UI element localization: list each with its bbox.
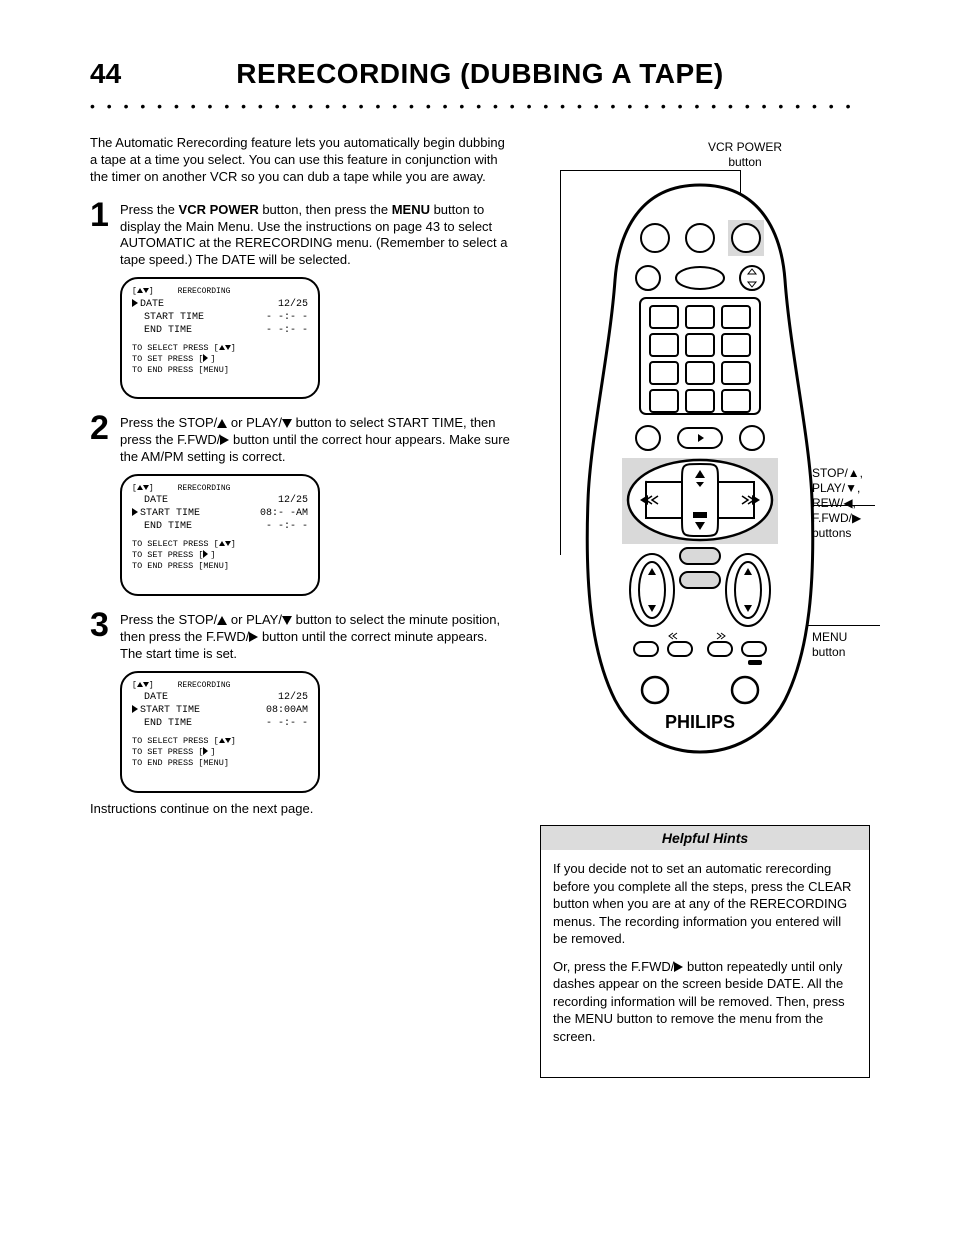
helpful-hints-body: If you decide not to set an automatic re… <box>541 850 869 1077</box>
tv-screen: [] RERECORDING DATE12/25START TIME08:00A… <box>120 671 320 793</box>
callout-menu-button: MENUbutton <box>812 630 882 660</box>
tv-screen: [] RERECORDINGDATE12/25 START TIME- -:- … <box>120 277 320 399</box>
instruction-step: 1Press the VCR POWER button, then press … <box>90 196 510 400</box>
remote-illustration: PHILIPS VCR POWERbutton STOP/▲,PLAY/▼,RE… <box>540 170 880 780</box>
remote-logo: PHILIPS <box>665 712 735 732</box>
instruction-step: 3Press the STOP/ or PLAY/ button to sele… <box>90 606 510 793</box>
helpful-hints-title: Helpful Hints <box>541 826 869 850</box>
step-number: 2 <box>90 409 120 466</box>
callout-direction-buttons: STOP/▲,PLAY/▼,REW/◀,F.FWD/▶buttons <box>812 466 892 541</box>
left-column: The Automatic Rerecording feature lets y… <box>90 135 510 816</box>
divider-dots: • • • • • • • • • • • • • • • • • • • • … <box>90 98 860 114</box>
hint-paragraph: Or, press the F.FWD/ button repeatedly u… <box>553 958 857 1046</box>
helpful-hints-box: Helpful Hints If you decide not to set a… <box>540 825 870 1078</box>
continued-note: Instructions continue on the next page. <box>90 801 510 816</box>
step-number: 3 <box>90 606 120 663</box>
section-title: RERECORDING (DUBBING A TAPE) <box>160 58 800 90</box>
page-number: 44 <box>90 58 121 90</box>
remote-svg: PHILIPS <box>560 180 840 760</box>
triangle-right-icon <box>674 962 683 972</box>
step-number: 1 <box>90 196 120 270</box>
step-text: Press the VCR POWER button, then press t… <box>120 196 510 270</box>
instruction-step: 2Press the STOP/ or PLAY/ button to sele… <box>90 409 510 596</box>
steps-list: 1Press the VCR POWER button, then press … <box>90 196 510 793</box>
step-text: Press the STOP/ or PLAY/ button to selec… <box>120 409 510 466</box>
leader-line <box>560 170 740 171</box>
tv-screen: [] RERECORDING DATE12/25START TIME08:- -… <box>120 474 320 596</box>
step-text: Press the STOP/ or PLAY/ button to selec… <box>120 606 510 663</box>
intro-paragraph: The Automatic Rerecording feature lets y… <box>90 135 510 186</box>
manual-page: 44 RERECORDING (DUBBING A TAPE) • • • • … <box>0 0 954 1235</box>
hint-paragraph: If you decide not to set an automatic re… <box>553 860 857 948</box>
callout-vcr-power: VCR POWERbutton <box>690 140 800 170</box>
